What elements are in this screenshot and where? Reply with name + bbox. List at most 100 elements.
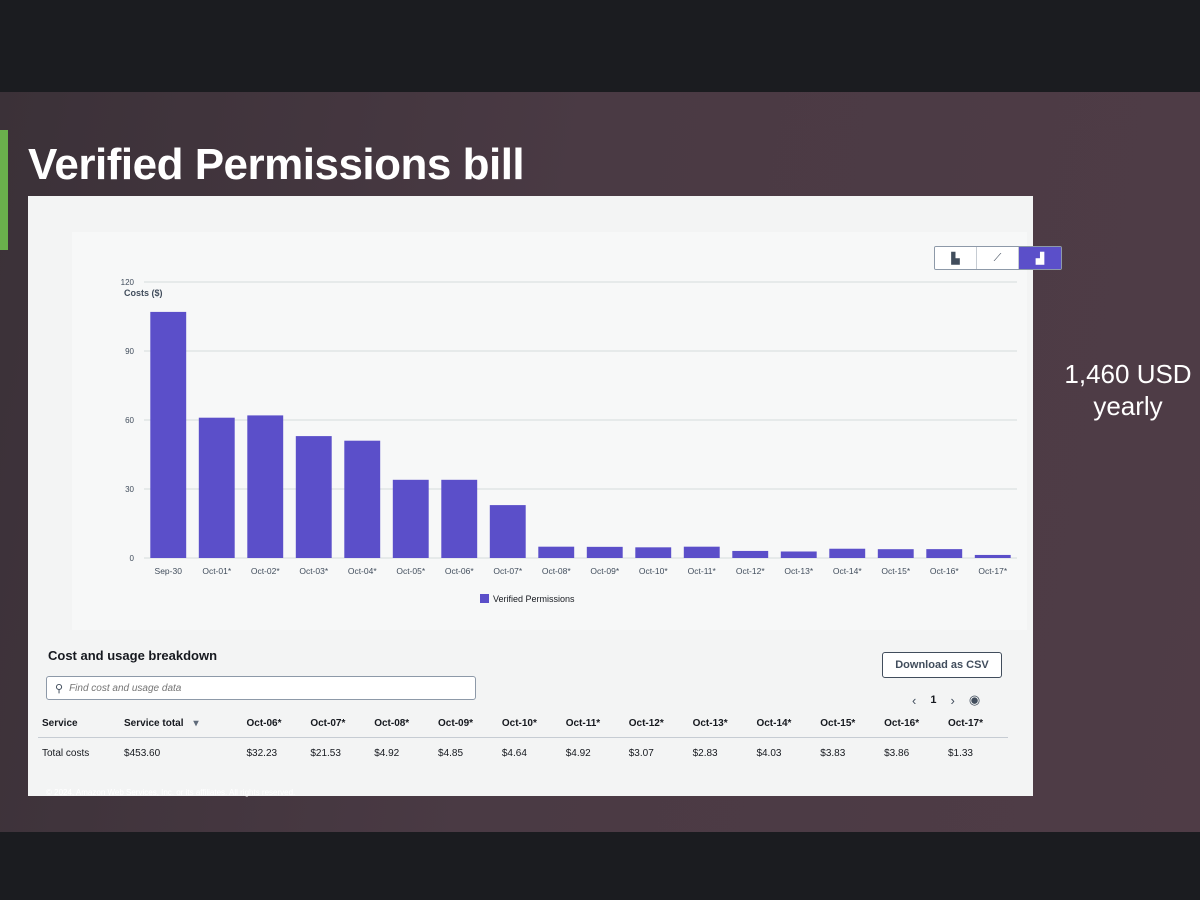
bar	[635, 547, 672, 558]
legend-swatch	[480, 594, 489, 603]
stacked-bar-chart-icon: ▟	[1035, 252, 1045, 265]
column-header[interactable]: Oct-17*	[943, 710, 1008, 738]
x-tick-label: Oct-13*	[784, 566, 814, 576]
table-header-row: Service Service total ▾ Oct-06* Oct-07* Oct-0…	[38, 710, 1008, 738]
x-tick-label: Oct-01*	[202, 566, 232, 576]
bar	[247, 415, 284, 558]
search-box: ⚲	[46, 676, 476, 700]
column-header[interactable]: Oct-14*	[752, 710, 817, 738]
table-cell: $4.92	[565, 748, 591, 759]
chart-type-toggle: ▙ ⟋ ▟	[934, 246, 1062, 270]
x-tick-label: Oct-12*	[736, 566, 766, 576]
table-cell: $453.60	[124, 748, 161, 759]
x-tick-label: Oct-05*	[396, 566, 426, 576]
table-cell: $3.83	[820, 748, 846, 759]
x-tick-label: Oct-09*	[590, 566, 620, 576]
x-tick-label: Sep-30	[155, 566, 183, 576]
bar	[150, 311, 187, 558]
x-tick-label: Oct-08*	[542, 566, 572, 576]
column-header[interactable]: Oct-08*	[370, 710, 435, 738]
breakdown-title: Cost and usage breakdown	[48, 648, 218, 663]
column-header[interactable]: Oct-10*	[497, 710, 562, 738]
x-tick-label: Oct-16*	[930, 566, 960, 576]
slide-edge-accent	[0, 130, 8, 250]
column-header[interactable]: Service	[38, 710, 121, 738]
table-cell: $4.85	[438, 748, 464, 759]
yearly-cost-amount: 1,460 USD	[1064, 359, 1192, 389]
bar	[829, 548, 866, 558]
column-header[interactable]: Service total ▾	[120, 710, 243, 738]
x-tick-label: Oct-07*	[493, 566, 523, 576]
chart-panel: 0 30 60 90 120 Sep-30 Oct-01* Oct-02* Oct-03* Oct…	[72, 232, 1062, 630]
pagination: ‹ 1 › ◉	[912, 692, 980, 708]
bar	[538, 546, 575, 558]
column-header[interactable]: Oct-13*	[688, 710, 753, 738]
settings-icon[interactable]: ◉	[968, 692, 981, 707]
page-number[interactable]: 1	[930, 694, 937, 706]
bar	[926, 549, 963, 558]
legend-label: Verified Permissions	[493, 594, 575, 604]
column-header[interactable]: Oct-11*	[561, 710, 625, 738]
y-tick-label: 120	[121, 278, 135, 287]
bar	[295, 436, 332, 558]
bar	[344, 440, 381, 558]
previous-page-icon[interactable]: ‹	[912, 692, 917, 708]
bar-chart-toggle-button[interactable]: ▙	[935, 247, 977, 269]
bar	[198, 417, 235, 558]
bar	[489, 505, 526, 558]
bar	[780, 551, 817, 558]
sort-icon[interactable]: ▾	[193, 718, 199, 729]
x-tick-label: Oct-04*	[348, 566, 378, 576]
table-cell: $4.92	[374, 748, 400, 759]
y-tick-label: 0	[130, 554, 135, 563]
bar	[974, 554, 1011, 558]
slide-title: Verified Permissions bill	[28, 140, 525, 189]
bar	[732, 550, 769, 558]
column-header[interactable]: Oct-12*	[624, 710, 689, 738]
x-tick-label: Oct-02*	[251, 566, 281, 576]
table-cell: $1.33	[947, 748, 973, 759]
line-chart-toggle-button[interactable]: ⟋	[977, 247, 1019, 269]
y-tick-label: 90	[125, 347, 134, 356]
search-icon: ⚲	[55, 682, 64, 695]
stacked-bar-chart-toggle-button[interactable]: ▟	[1019, 247, 1061, 269]
x-tick-label: Oct-10*	[639, 566, 669, 576]
table-cell: $3.07	[628, 748, 654, 759]
x-tick-label: Oct-03*	[299, 566, 329, 576]
cost-bar-chart: 0 30 60 90 120 Sep-30 Oct-01* Oct-02* Oct-03* Oct…	[121, 278, 1017, 604]
table-cell: $3.86	[884, 748, 910, 759]
table-cell: $2.83	[692, 748, 718, 759]
download-csv-button[interactable]: Download as CSV	[882, 652, 1002, 678]
x-tick-label: Oct-15*	[881, 566, 911, 576]
column-header[interactable]: Oct-16*	[880, 710, 944, 738]
bar	[392, 479, 429, 558]
bar	[441, 479, 478, 558]
table-cell: $4.64	[501, 748, 527, 759]
column-header[interactable]: Oct-07*	[306, 710, 371, 738]
yearly-cost-period: yearly	[1093, 391, 1163, 421]
bar	[586, 546, 623, 558]
yearly-cost-note: 1,460 USD yearly	[1062, 358, 1194, 422]
table-cell: Total costs	[42, 748, 90, 759]
y-tick-label: 60	[125, 416, 134, 425]
table-cell: $21.53	[310, 748, 341, 759]
breakdown-table: Service Service total ▾ Oct-06* Oct-07* Oct-0…	[38, 710, 1008, 769]
cost-explorer-panel: 0 30 60 90 120 Sep-30 Oct-01* Oct-02* Oct-03* Oct…	[28, 196, 1062, 796]
table-row: Total costs $453.60 $32.23 $21.53 $4.92 $4.85…	[38, 738, 1008, 770]
line-chart-icon: ⟋	[993, 251, 1002, 264]
x-tick-label: Oct-06*	[445, 566, 475, 576]
y-tick-label: 30	[125, 485, 134, 494]
bar	[877, 549, 914, 558]
bar	[683, 546, 720, 558]
column-header[interactable]: Oct-06*	[242, 710, 307, 738]
x-tick-label: Oct-11*	[688, 566, 717, 576]
x-tick-label: Oct-17*	[978, 566, 1008, 576]
table-cell: $4.03	[756, 748, 782, 759]
search-input[interactable]	[69, 682, 450, 694]
table-cell: $32.23	[246, 748, 278, 759]
y-axis-label: Costs ($)	[124, 288, 163, 298]
column-header[interactable]: Oct-09*	[434, 710, 498, 738]
column-header[interactable]: Oct-15*	[816, 710, 881, 738]
copyright-text: © 2024, Amazon Web Services, Inc. or its…	[46, 788, 296, 797]
next-page-icon[interactable]: ›	[950, 692, 955, 708]
